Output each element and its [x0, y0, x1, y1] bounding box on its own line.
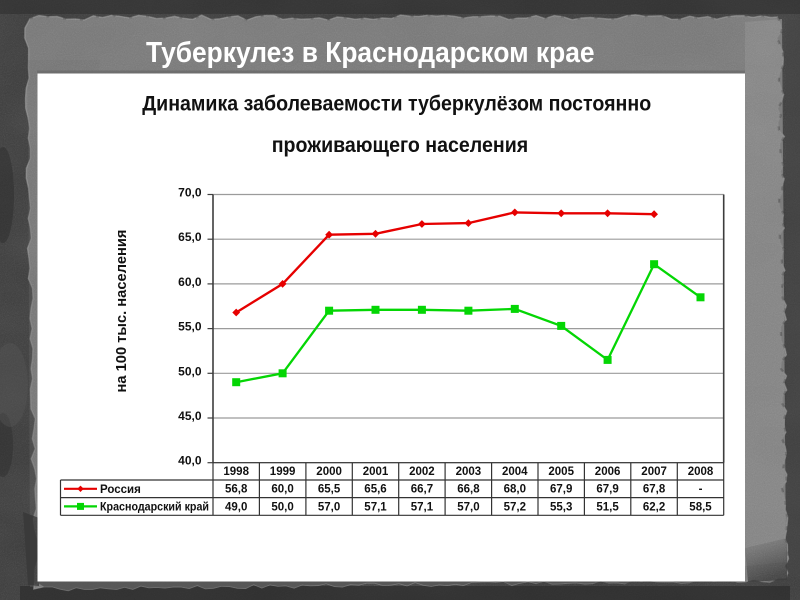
svg-text:на 100 тыс. населения: на 100 тыс. населения: [114, 230, 130, 393]
svg-text:Россия: Россия: [100, 484, 141, 496]
svg-text:67,8: 67,8: [643, 484, 666, 496]
svg-text:57,1: 57,1: [364, 501, 387, 513]
svg-text:40,0: 40,0: [178, 454, 202, 468]
svg-text:2008: 2008: [688, 466, 714, 478]
svg-text:67,9: 67,9: [596, 484, 618, 496]
svg-text:2004: 2004: [502, 466, 528, 478]
svg-text:2003: 2003: [456, 466, 482, 478]
svg-text:67,9: 67,9: [550, 484, 572, 496]
svg-text:55,0: 55,0: [178, 320, 202, 334]
svg-text:58,5: 58,5: [689, 501, 712, 513]
svg-text:1999: 1999: [270, 466, 296, 478]
svg-text:2006: 2006: [595, 466, 621, 478]
svg-text:2002: 2002: [409, 466, 435, 478]
svg-text:49,0: 49,0: [225, 501, 247, 513]
svg-text:2000: 2000: [316, 466, 342, 478]
svg-text:60,0: 60,0: [178, 275, 202, 289]
svg-text:56,8: 56,8: [225, 484, 248, 496]
svg-text:66,7: 66,7: [411, 484, 433, 496]
svg-text:62,2: 62,2: [643, 501, 665, 513]
svg-text:65,6: 65,6: [364, 484, 386, 496]
svg-text:Туберкулез в Краснодарском кра: Туберкулез в Краснодарском крае: [146, 37, 595, 69]
svg-text:60,0: 60,0: [271, 484, 293, 496]
svg-text:2005: 2005: [548, 466, 574, 478]
svg-text:51,5: 51,5: [596, 501, 619, 513]
svg-text:57,2: 57,2: [504, 501, 526, 513]
svg-text:50,0: 50,0: [178, 364, 202, 378]
svg-text:Динамика заболеваемости туберк: Динамика заболеваемости туберкулёзом пос…: [142, 92, 651, 115]
svg-text:1998: 1998: [223, 466, 249, 478]
svg-text:45,0: 45,0: [178, 409, 202, 423]
svg-text:55,3: 55,3: [550, 501, 572, 513]
svg-text:50,0: 50,0: [271, 501, 293, 513]
svg-text:проживающего населения: проживающего населения: [272, 134, 529, 157]
svg-text:2001: 2001: [363, 466, 389, 478]
svg-text:57,0: 57,0: [318, 501, 340, 513]
svg-text:68,0: 68,0: [504, 484, 526, 496]
svg-text:66,8: 66,8: [457, 484, 480, 496]
svg-text:-: -: [699, 484, 703, 496]
svg-text:57,1: 57,1: [411, 501, 434, 513]
svg-text:Краснодарский край: Краснодарский край: [100, 502, 209, 514]
svg-text:57,0: 57,0: [457, 501, 479, 513]
svg-text:2007: 2007: [641, 466, 667, 478]
svg-text:70,0: 70,0: [178, 186, 202, 200]
svg-text:65,5: 65,5: [318, 484, 341, 496]
svg-text:65,0: 65,0: [178, 230, 202, 244]
